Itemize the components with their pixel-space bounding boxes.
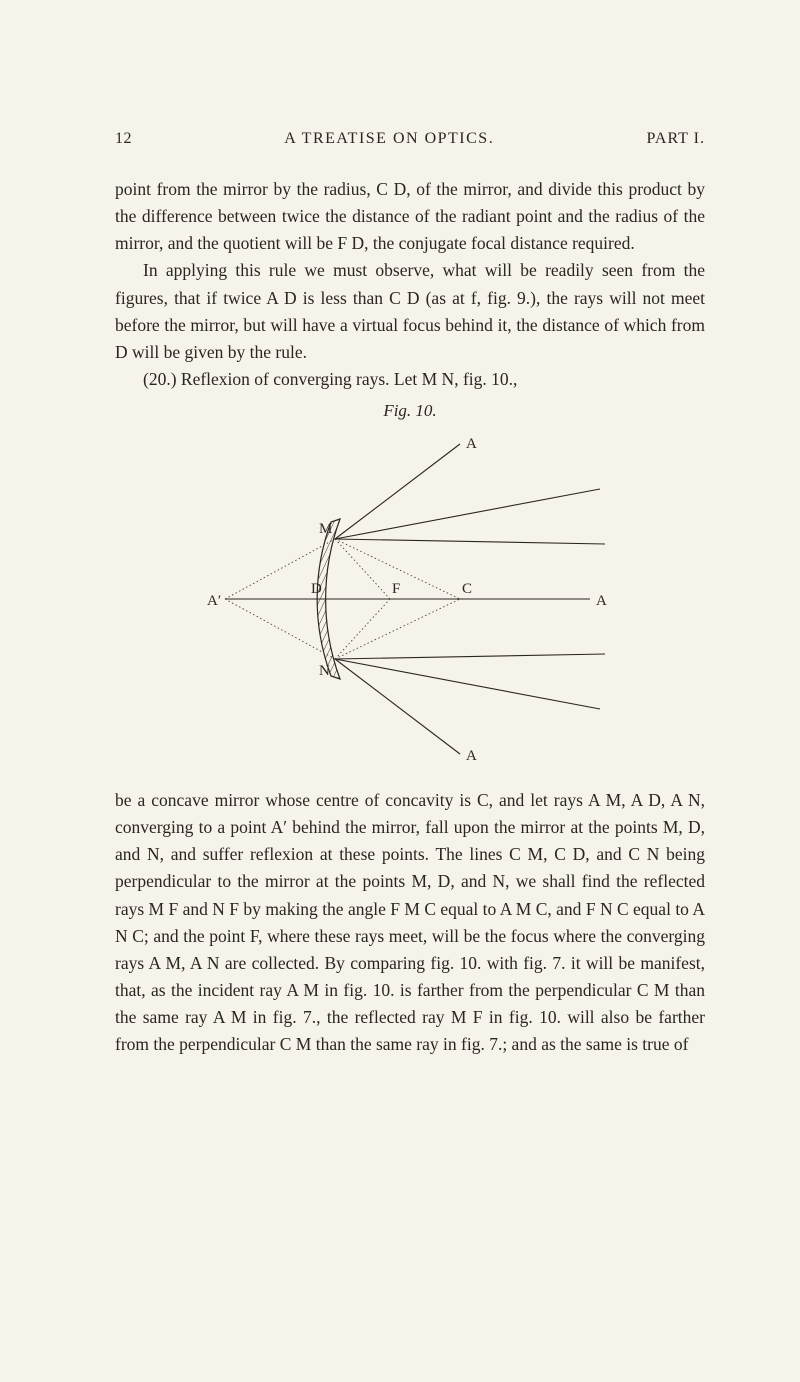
figure-caption: Fig. 10. xyxy=(115,401,705,421)
svg-text:N: N xyxy=(319,663,330,679)
svg-text:M: M xyxy=(319,521,332,537)
running-header: 12 A TREATISE ON OPTICS. PART I. xyxy=(115,130,705,148)
svg-text:A′: A′ xyxy=(207,593,221,609)
part-label: PART I. xyxy=(646,130,705,148)
body-paragraph-3: (20.) Reflexion of converging rays. Let … xyxy=(115,366,705,393)
svg-text:C: C xyxy=(462,581,472,597)
svg-text:A: A xyxy=(466,436,477,452)
body-paragraph-1: point from the mirror by the radius, C D… xyxy=(115,176,705,257)
svg-text:F: F xyxy=(392,581,400,597)
svg-text:D: D xyxy=(311,581,322,597)
page: 12 A TREATISE ON OPTICS. PART I. point f… xyxy=(0,0,800,1118)
body-paragraph-2: In applying this rule we must observe, w… xyxy=(115,257,705,366)
page-title: A TREATISE ON OPTICS. xyxy=(284,130,494,148)
body-paragraph-4: be a concave mirror whose centre of conc… xyxy=(115,787,705,1058)
page-number: 12 xyxy=(115,130,132,148)
svg-text:A: A xyxy=(466,748,477,764)
figure-10: A′ D F C A M N A A xyxy=(115,429,705,769)
svg-text:A: A xyxy=(596,593,607,609)
optics-diagram: A′ D F C A M N A A xyxy=(195,429,625,769)
